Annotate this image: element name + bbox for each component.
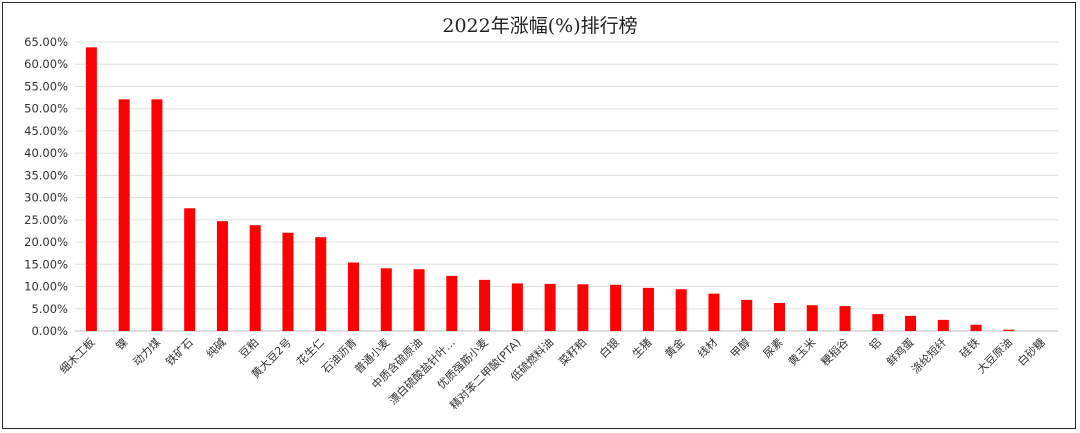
bar	[85, 47, 97, 331]
y-tick-label: 45.00%	[24, 124, 68, 138]
bar	[708, 293, 720, 331]
bar	[577, 284, 589, 331]
bar	[610, 284, 622, 331]
x-category-label: 甲醇	[727, 335, 752, 360]
x-category-label: 豆粕	[236, 335, 261, 360]
x-category-label: 细木工板	[56, 335, 97, 376]
bar	[282, 232, 294, 331]
x-category-label: 涤纶短纤	[908, 335, 949, 376]
y-tick-label: 35.00%	[24, 168, 68, 182]
bar	[151, 99, 163, 332]
bar	[413, 269, 425, 331]
bar	[184, 208, 196, 331]
y-tick-label: 15.00%	[24, 257, 68, 271]
bar	[741, 299, 753, 331]
y-tick-label: 60.00%	[24, 57, 68, 71]
y-tick-label: 5.00%	[31, 302, 68, 316]
x-category-label: 白砂糖	[1015, 335, 1048, 368]
x-category-label: 镍	[113, 335, 131, 353]
bar	[511, 283, 523, 331]
x-category-label: 尿素	[761, 336, 786, 361]
bar	[970, 324, 982, 331]
y-axis-ticks: 0.00% 5.00% 10.00% 15.00% 20.00% 25.00% 30.00%…	[24, 35, 68, 338]
x-category-label: 白银	[596, 335, 621, 360]
bar	[773, 302, 785, 331]
bars	[85, 47, 1015, 332]
bar	[348, 262, 360, 331]
x-category-label: 铁矿石	[163, 336, 196, 369]
bar	[544, 283, 556, 331]
bar	[675, 289, 687, 331]
x-category-label: 大豆原油	[974, 335, 1015, 376]
x-category-label: 纯碱	[204, 336, 229, 361]
x-axis-labels: 细木工板镍动力煤 铁矿石 纯碱 豆粕黄大豆2号 花生仁石油沥青普通小麦中质含硫原油漂白硫…	[56, 335, 1047, 412]
bar	[905, 315, 917, 331]
gridlines	[75, 41, 1058, 332]
bar	[872, 314, 884, 331]
y-tick-label: 10.00%	[24, 280, 68, 294]
x-category-label: 生猪	[629, 335, 654, 360]
bar	[937, 319, 949, 331]
bar	[216, 221, 228, 331]
x-category-label: 菜籽粕	[556, 335, 589, 368]
bar	[315, 237, 327, 331]
x-category-label: 动力煤	[131, 336, 164, 369]
chart-title: 2022年涨幅(%)排行榜	[442, 15, 637, 37]
y-tick-label: 65.00%	[24, 35, 68, 49]
x-category-label: 黄金	[662, 335, 687, 360]
bar	[839, 306, 851, 331]
y-tick-label: 40.00%	[24, 146, 68, 160]
y-tick-label: 30.00%	[24, 191, 68, 205]
bar	[118, 99, 130, 332]
y-tick-label: 55.00%	[24, 79, 68, 93]
x-category-label: 硅铁	[957, 336, 982, 361]
y-tick-label: 25.00%	[24, 213, 68, 227]
bar	[806, 305, 818, 331]
bar	[380, 268, 392, 331]
bar	[479, 279, 491, 331]
bar	[642, 287, 654, 331]
y-tick-label: 20.00%	[24, 235, 68, 249]
y-tick-label: 0.00%	[31, 324, 68, 338]
x-category-label: 黄玉米	[785, 335, 818, 368]
y-tick-label: 50.00%	[24, 102, 68, 116]
x-category-label: 粳稻谷	[818, 335, 851, 368]
bar	[1003, 329, 1015, 331]
x-category-label: 石油沥青	[319, 335, 360, 376]
bar	[446, 275, 458, 331]
x-category-label: 线材	[695, 335, 720, 360]
x-category-label: 铝	[866, 335, 884, 353]
bar	[249, 225, 261, 331]
